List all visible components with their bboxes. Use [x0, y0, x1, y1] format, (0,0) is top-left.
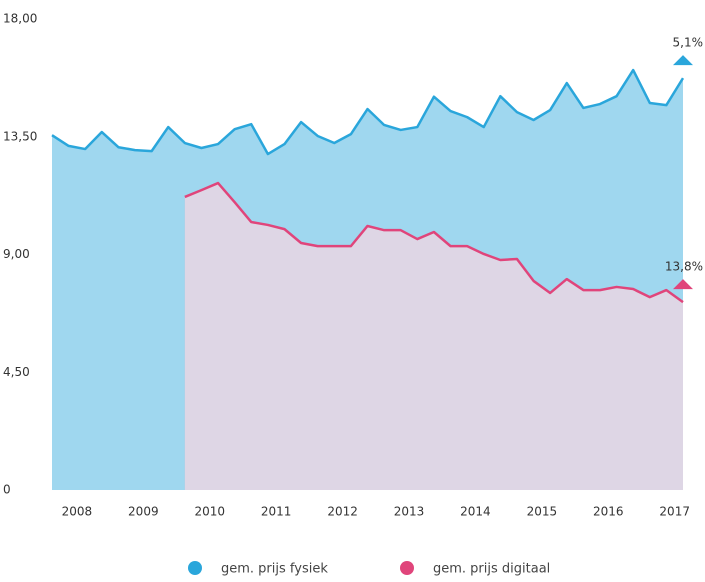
legend-marker [188, 561, 202, 575]
legend-label: gem. prijs fysiek [221, 562, 328, 577]
x-tick-label: 2014 [460, 505, 491, 519]
y-tick-label: 0 [3, 483, 11, 497]
legend-marker [400, 561, 414, 575]
y-tick-label: 13,50 [3, 129, 37, 143]
x-tick-label: 2017 [659, 505, 690, 519]
x-tick-label: 2011 [261, 505, 292, 519]
end-arrow [673, 55, 693, 66]
x-tick-label: 2008 [62, 505, 93, 519]
y-tick-label: 18,00 [3, 12, 37, 26]
end-label: 13,8% [665, 260, 703, 274]
x-tick-label: 2012 [327, 505, 358, 519]
line [51, 68, 685, 156]
y-tick-label: 4,50 [3, 365, 30, 379]
x-tick-label: 2013 [394, 505, 425, 519]
x-tick-label: 2015 [527, 505, 558, 519]
legend-label: gem. prijs digitaal [433, 562, 550, 577]
end-arrow [673, 279, 693, 290]
end-label: 5,1% [673, 36, 704, 50]
y-tick-label: 9,00 [3, 247, 30, 261]
x-tick-label: 2016 [593, 505, 624, 519]
area-cover [184, 183, 683, 490]
x-tick-label: 2009 [128, 505, 159, 519]
x-tick-label: 2010 [194, 505, 225, 519]
line [184, 181, 684, 304]
